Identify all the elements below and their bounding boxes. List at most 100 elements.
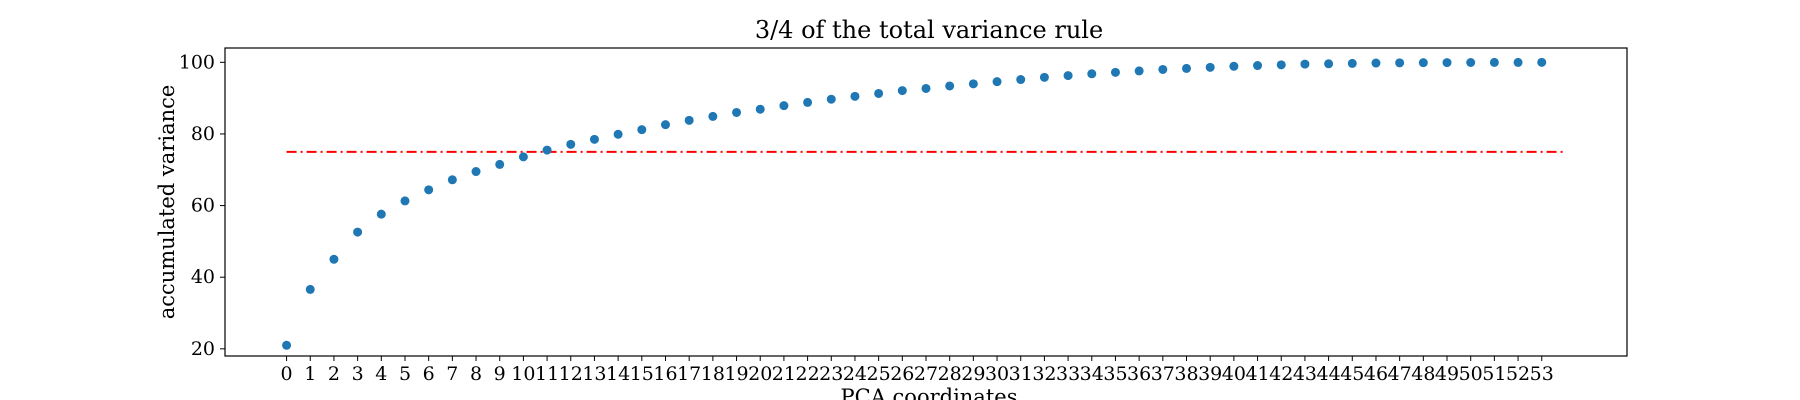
data-point [732,107,742,117]
x-tick-label: 13 [582,363,606,385]
data-point [1537,57,1547,67]
y-tick-label: 40 [191,266,215,288]
data-point [1134,66,1144,76]
data-point [495,159,505,169]
y-tick-label: 20 [191,338,215,360]
x-tick-label: 11 [535,363,559,385]
data-point [708,111,718,121]
chart-title: 3/4 of the total variance rule [755,16,1103,44]
data-point [1466,58,1476,68]
x-tick-label: 34 [1080,363,1104,385]
x-tick-label: 50 [1459,363,1483,385]
x-tick-label: 5 [399,363,411,385]
x-tick-label: 49 [1435,363,1459,385]
x-tick-label: 38 [1174,363,1198,385]
x-tick-label: 47 [1388,363,1412,385]
data-point [282,340,292,350]
x-tick-label: 15 [630,363,654,385]
y-tick-label: 60 [191,195,215,217]
x-tick-label: 52 [1506,363,1530,385]
x-tick-label: 24 [843,363,867,385]
x-tick-label: 39 [1198,363,1222,385]
x-tick-label: 28 [938,363,962,385]
data-point [471,167,481,177]
x-tick-label: 2 [328,363,340,385]
data-point [921,83,931,93]
data-point [826,94,836,104]
x-tick-label: 33 [1056,363,1080,385]
x-tick-label: 18 [701,363,725,385]
x-tick-label: 53 [1530,363,1554,385]
x-tick-label: 31 [1009,363,1033,385]
plot-frame [224,47,1628,357]
x-tick-label: 41 [1245,363,1269,385]
data-point [353,227,363,237]
x-tick-label: 6 [423,363,435,385]
x-tick-label: 23 [819,363,843,385]
x-tick-label: 48 [1411,363,1435,385]
x-tick-label: 4 [375,363,387,385]
x-tick-label: 51 [1482,363,1506,385]
data-point [637,125,647,135]
data-point [542,145,552,155]
data-point [1442,58,1452,68]
data-point [1513,57,1523,67]
x-tick-label: 19 [724,363,748,385]
x-tick-label: 0 [281,363,293,385]
x-tick-label: 10 [511,363,535,385]
data-point [305,284,315,294]
data-point [1110,67,1120,77]
data-point [850,91,860,101]
data-point [755,104,765,114]
x-tick-label: 21 [772,363,796,385]
data-point [1158,64,1168,74]
x-tick-label: 36 [1127,363,1151,385]
data-point [1300,59,1310,69]
x-tick-label: 30 [985,363,1009,385]
x-tick-label: 25 [867,363,891,385]
data-point [945,81,955,91]
x-tick-label: 26 [890,363,914,385]
data-point [518,152,528,162]
data-point [803,97,813,107]
x-tick-label: 7 [446,363,458,385]
x-tick-label: 35 [1103,363,1127,385]
data-point [1253,61,1263,71]
x-tick-label: 44 [1317,363,1341,385]
data-point [589,134,599,144]
data-point [992,77,1002,87]
x-tick-label: 32 [1032,363,1056,385]
x-tick-label: 8 [470,363,482,385]
x-tick-label: 22 [795,363,819,385]
data-point [897,86,907,96]
data-point [779,101,789,111]
data-point [1395,58,1405,68]
x-tick-label: 42 [1269,363,1293,385]
data-point [376,209,386,219]
x-tick-label: 27 [914,363,938,385]
x-tick-label: 16 [653,363,677,385]
data-point [1347,58,1357,68]
x-tick-label: 20 [748,363,772,385]
y-tick-label: 100 [179,51,215,73]
y-axis-label: accumulated variance [155,85,179,320]
data-point [874,88,884,98]
data-point [424,185,434,195]
x-tick-label: 43 [1293,363,1317,385]
data-point [1418,58,1428,68]
data-point [1039,72,1049,82]
y-tick-label: 80 [191,123,215,145]
data-point [968,79,978,89]
data-point [400,196,410,206]
x-tick-label: 45 [1340,363,1364,385]
data-point [1016,75,1026,85]
data-point [447,175,457,185]
data-point [1205,62,1215,72]
data-point [1371,58,1381,68]
data-point [1229,61,1239,71]
data-point [1489,57,1499,67]
data-point [1182,63,1192,73]
data-point [1087,69,1097,79]
